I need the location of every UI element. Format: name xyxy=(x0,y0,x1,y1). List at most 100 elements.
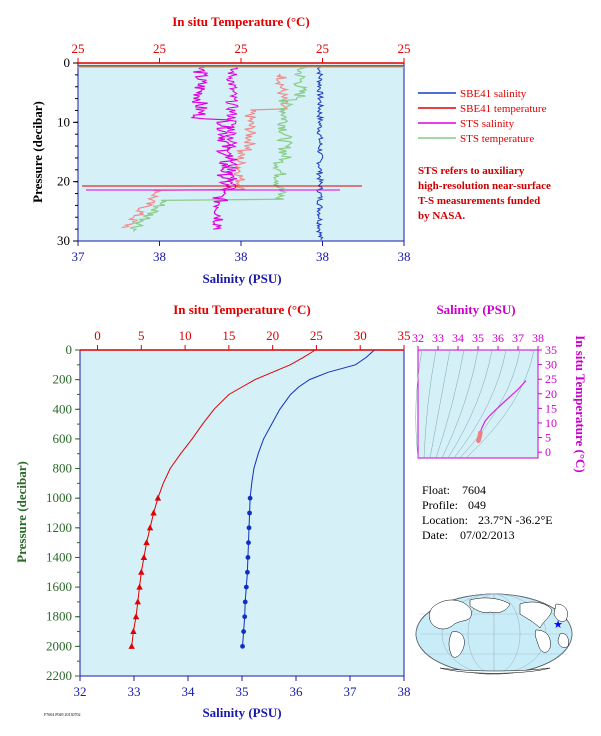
main-sal-tick-label: 38 xyxy=(398,684,411,699)
location-label: Location: xyxy=(422,513,468,527)
temperature-profile-point xyxy=(140,553,148,560)
ts-sal-tick-label: 36 xyxy=(492,331,504,345)
main-pressure-tick-label: 400 xyxy=(53,401,73,416)
ts-salinity-ticks: 32 33 34 35 36 37 38 xyxy=(412,331,544,350)
legend-label: STS salinity xyxy=(460,118,515,130)
main-plot-area xyxy=(79,349,405,677)
top-temp-tick-label: 25 xyxy=(153,41,166,56)
float-label: Float: xyxy=(422,483,450,497)
ts-temp-tick-label: 0 xyxy=(545,445,551,459)
legend-label: SBE41 salinity xyxy=(460,88,527,100)
map-land xyxy=(429,597,569,674)
top-temp-tick-label: 25 xyxy=(235,41,248,56)
main-temp-tick-label: 25 xyxy=(310,328,323,343)
temperature-profile-point xyxy=(130,628,137,635)
salinity-profile-point xyxy=(240,643,245,649)
salinity-profile-point xyxy=(242,599,248,605)
profile-value: 049 xyxy=(468,498,486,512)
float-value: 7604 xyxy=(462,483,486,497)
profile-label: Profile: xyxy=(422,498,458,512)
sts-note-line: high-resolution near-surface xyxy=(418,180,551,192)
land-mass xyxy=(429,599,472,630)
ts-density-contour xyxy=(429,349,451,459)
temperature-profile-point xyxy=(138,568,145,575)
ts-density-contours xyxy=(415,349,535,459)
ts-density-contour xyxy=(453,349,507,459)
top-profile-traces xyxy=(78,65,404,241)
main-sal-tick-label: 37 xyxy=(344,684,358,699)
ts-sal-tick-label: 38 xyxy=(532,331,544,345)
float-location-marker: ★ xyxy=(553,619,563,631)
ts-density-contour xyxy=(415,349,423,459)
top-sal-tick-label: 38 xyxy=(153,249,166,264)
ts-sal-tick-label: 34 xyxy=(452,331,464,345)
sts-salinity-trace-2 xyxy=(224,65,239,191)
main-pressure-tick-label: 2200 xyxy=(46,668,72,683)
top-legend: SBE41 salinity SBE41 temperature STS salin… xyxy=(418,88,547,145)
main-salinity-ticks: 32 33 34 35 36 37 38 xyxy=(74,676,411,699)
top-temperature-axis-label: In situ Temperature (°C) xyxy=(172,14,310,29)
ts-temp-tick-label: 25 xyxy=(545,372,557,386)
main-pressure-tick-label: 800 xyxy=(53,461,73,476)
salinity-profile-point xyxy=(247,510,252,516)
top-temp-tick-label: 25 xyxy=(316,41,329,56)
ts-sal-tick-label: 33 xyxy=(432,331,444,345)
ts-density-contour xyxy=(465,349,535,459)
sts-temperature-trace xyxy=(130,65,309,232)
main-temp-tick-label: 0 xyxy=(94,328,101,343)
main-temp-tick-label: 30 xyxy=(354,328,367,343)
ts-sal-tick-label: 37 xyxy=(512,331,524,345)
date-value: 07/02/2013 xyxy=(460,528,515,542)
top-temperature-ticks: 25 25 25 25 25 xyxy=(72,41,411,63)
float-info: Float: 7604 Profile: 049 Location: 23.7°… xyxy=(422,483,553,542)
top-temp-tick-label: 25 xyxy=(72,41,85,56)
sts-note-line: STS refers to auxiliary xyxy=(418,165,525,177)
ts-inset: Salinity (PSU) In situ Temperature (°C) … xyxy=(412,302,588,473)
main-pressure-tick-label: 200 xyxy=(53,372,73,387)
main-profiles xyxy=(128,349,375,649)
temperature-profile-point xyxy=(132,613,140,620)
salinity-profile-point xyxy=(247,495,253,501)
ts-temperature-axis-label: In situ Temperature (°C) xyxy=(573,335,588,473)
top-sal-tick-label: 37 xyxy=(72,249,86,264)
map-meridian xyxy=(415,593,573,675)
ts-density-contour xyxy=(435,349,465,459)
salinity-profile-point xyxy=(245,555,251,560)
top-sal-tick-label: 38 xyxy=(398,249,411,264)
main-temp-tick-label: 10 xyxy=(179,328,192,343)
main-temp-tick-label: 35 xyxy=(398,328,411,343)
main-temperature-axis-label: In situ Temperature (°C) xyxy=(173,302,311,317)
top-pressure-tick-label: 0 xyxy=(64,55,71,70)
legend-label: STS temperature xyxy=(460,133,534,145)
ts-point xyxy=(476,438,481,444)
land-mass xyxy=(534,629,551,653)
temperature-profile-point xyxy=(134,598,141,605)
footer-text: F7604 P049 20130702 xyxy=(44,712,80,717)
salinity-profile-point xyxy=(246,525,252,531)
temperature-profile-point xyxy=(128,642,135,649)
top-temp-tick-label: 25 xyxy=(398,41,411,56)
top-sal-tick-label: 38 xyxy=(316,249,329,264)
top-sal-tick-label: 38 xyxy=(235,249,248,264)
main-pressure-tick-label: 1600 xyxy=(46,579,72,594)
main-pressure-ticks: 0 200 400 600 800 1000 1200 1400 1600 1800 2000 220… xyxy=(46,342,80,683)
ts-density-contour xyxy=(441,349,479,459)
ts-temp-tick-label: 10 xyxy=(545,416,557,430)
land-mass xyxy=(469,597,511,613)
date-label: Date: xyxy=(422,528,448,542)
salinity-profile-point xyxy=(242,614,248,620)
land-mass xyxy=(557,633,569,648)
sbe41-salinity-trace xyxy=(315,65,325,241)
top-pressure-axis-label: Pressure (decibar) xyxy=(30,101,45,203)
main-pressure-tick-label: 1400 xyxy=(46,549,72,564)
sts-note-line: by NASA. xyxy=(418,210,465,222)
main-pressure-tick-label: 2000 xyxy=(46,638,72,653)
main-sal-tick-label: 36 xyxy=(290,684,304,699)
ts-temp-tick-label: 30 xyxy=(545,358,557,372)
salinity-profile-point xyxy=(245,569,250,575)
temperature-profile-point xyxy=(146,524,154,531)
main-pressure-tick-label: 1000 xyxy=(46,490,72,505)
ts-data xyxy=(476,380,527,444)
